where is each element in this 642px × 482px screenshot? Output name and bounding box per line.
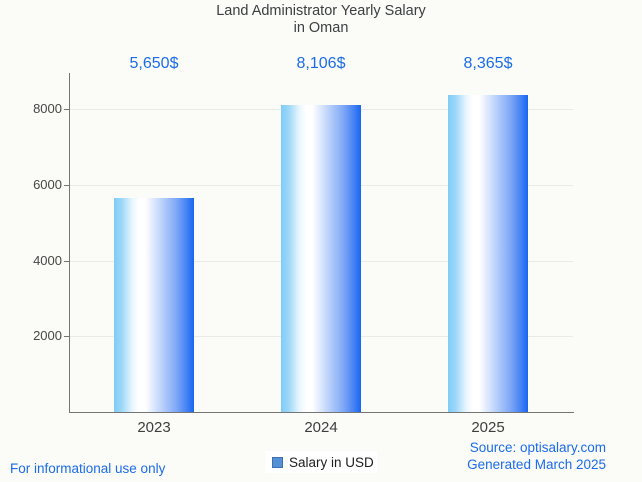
chart-title-line2: in Oman bbox=[293, 20, 349, 36]
x-axis-label-2025: 2025 bbox=[471, 419, 505, 436]
source-attribution: Source: optisalary.com Generated March 2… bbox=[467, 440, 606, 473]
y-tick-label-4000: 4000 bbox=[33, 252, 62, 268]
bar-value-label-2025: 8,365$ bbox=[463, 55, 513, 72]
y-axis-tick-6000 bbox=[64, 184, 70, 186]
source-link[interactable]: Source: optisalary.com bbox=[469, 440, 606, 455]
x-axis-label-2024: 2024 bbox=[304, 419, 338, 436]
y-axis-tick-2000 bbox=[64, 336, 70, 338]
y-tick-label-6000: 6000 bbox=[33, 176, 62, 192]
disclaimer-text: For informational use only bbox=[10, 461, 166, 476]
legend: Salary in USD bbox=[265, 451, 377, 473]
chart-title-line1: Land Administrator Yearly Salary bbox=[216, 3, 426, 19]
y-tick-label-8000: 8000 bbox=[33, 101, 62, 116]
y-axis-tick-8000 bbox=[64, 109, 70, 110]
x-axis-line bbox=[69, 412, 574, 413]
bar-value-label-2023: 5,650$ bbox=[129, 55, 179, 72]
legend-label: Salary in USD bbox=[289, 454, 374, 470]
y-axis-tick-4000 bbox=[64, 260, 70, 262]
bar-2024[interactable] bbox=[281, 104, 361, 412]
generated-date: Generated March 2025 bbox=[467, 456, 606, 472]
bar-2025[interactable] bbox=[448, 95, 528, 412]
bar-2023[interactable] bbox=[114, 198, 194, 412]
y-tick-label-2000: 2000 bbox=[33, 328, 62, 344]
y-axis-line bbox=[69, 73, 70, 413]
bar-value-label-2024: 8,106$ bbox=[296, 55, 346, 72]
chart-title: Land Administrator Yearly Salary in Oman bbox=[0, 3, 642, 37]
legend-swatch-icon bbox=[272, 456, 283, 468]
x-axis-label-2023: 2023 bbox=[137, 419, 171, 436]
